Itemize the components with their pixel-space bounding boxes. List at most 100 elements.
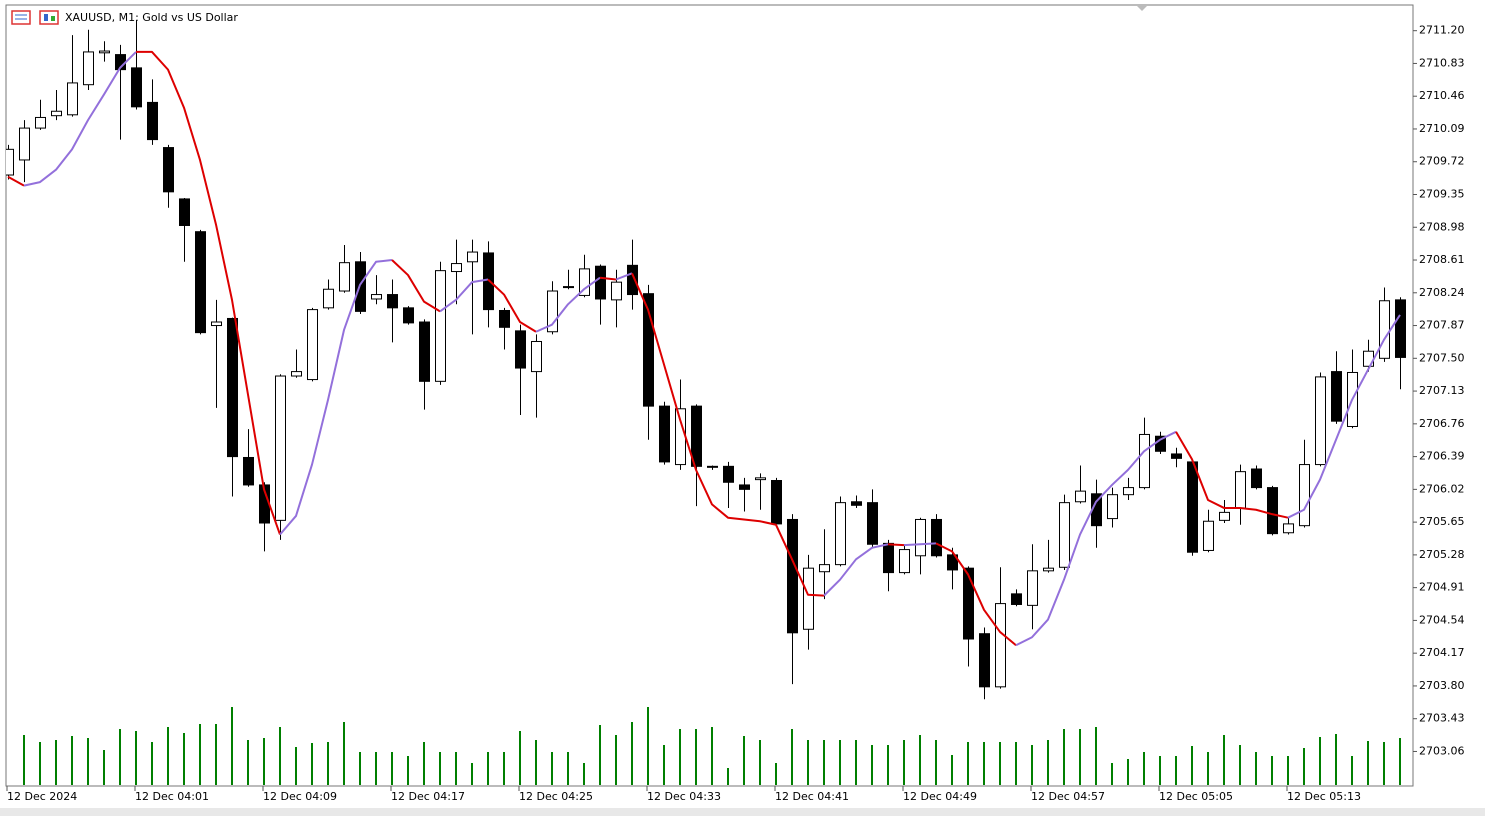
scrollbar[interactable] <box>0 808 1485 816</box>
candle-body <box>1187 461 1198 553</box>
candle-body <box>307 309 318 381</box>
candle-body <box>515 330 526 369</box>
candle-body <box>1171 453 1182 459</box>
plot-frame <box>5 4 1414 787</box>
moving-average <box>439 278 489 313</box>
candle-body <box>1235 471 1246 509</box>
candle-body <box>1123 487 1134 496</box>
y-tick-label: 2703.80 <box>1419 679 1465 692</box>
candle-body <box>195 231 206 334</box>
candle-body <box>243 456 254 486</box>
candle-body <box>867 502 878 545</box>
icon-bar <box>51 16 55 21</box>
y-tick-label: 2707.13 <box>1419 384 1465 397</box>
candle-body <box>915 518 926 557</box>
candle-body <box>179 198 190 226</box>
candle-body <box>675 408 686 466</box>
candle-body <box>755 477 766 481</box>
y-tick-label: 2704.17 <box>1419 646 1465 659</box>
candle-body <box>595 265 606 300</box>
candle-body <box>1059 502 1070 568</box>
candle-body <box>819 564 830 573</box>
candle-body <box>163 147 174 193</box>
x-tick-label: 12 Dec 04:01 <box>135 790 209 803</box>
candle-body <box>1075 490 1086 503</box>
candle-body <box>563 286 574 289</box>
menu-icon[interactable] <box>11 10 31 25</box>
candle-body <box>1379 300 1390 359</box>
candle-body <box>1315 376 1326 466</box>
candle-body <box>787 518 798 634</box>
x-tick-label: 12 Dec 04:57 <box>1031 790 1105 803</box>
candle-body <box>883 542 894 574</box>
candle-body <box>1267 487 1278 535</box>
moving-average <box>1287 314 1401 519</box>
candle-body <box>419 321 430 382</box>
moving-average <box>631 272 825 597</box>
y-tick-label: 2706.39 <box>1419 450 1465 463</box>
moving-average <box>823 543 889 597</box>
candle-body <box>995 603 1006 688</box>
candle-body <box>355 261 366 312</box>
y-tick-label: 2709.72 <box>1419 155 1465 168</box>
candle-body <box>387 294 398 309</box>
candle-body <box>35 116 46 129</box>
shift-marker[interactable] <box>1137 6 1147 11</box>
candle-body <box>851 501 862 506</box>
y-tick-label: 2710.09 <box>1419 122 1465 135</box>
candle-body <box>1219 511 1230 521</box>
candle-body <box>835 502 846 566</box>
candle-body <box>1251 468 1262 489</box>
moving-average <box>23 51 137 187</box>
candle-body <box>131 67 142 108</box>
candle-body <box>435 270 446 382</box>
x-tick-label: 12 Dec 05:13 <box>1287 790 1361 803</box>
y-tick-label: 2708.24 <box>1419 286 1465 299</box>
moving-average <box>887 543 905 547</box>
candle-body <box>339 262 350 292</box>
candle-body <box>659 405 670 463</box>
moving-average <box>136 50 281 535</box>
moving-average <box>279 259 393 536</box>
icon-frame <box>39 10 59 25</box>
candle-body <box>947 554 958 571</box>
x-tick-label: 12 Dec 04:49 <box>903 790 977 803</box>
candle-body <box>1203 520 1214 551</box>
candle-body <box>211 321 222 327</box>
candle-body <box>1043 567 1054 572</box>
y-tick-label: 2708.61 <box>1419 253 1465 266</box>
candle-body <box>83 51 94 86</box>
moving-average <box>935 542 1017 646</box>
x-tick-label: 12 Dec 04:17 <box>391 790 465 803</box>
y-tick-label: 2711.20 <box>1419 24 1465 37</box>
candle-body <box>1395 299 1406 358</box>
candle-body <box>691 405 702 467</box>
candle-body <box>963 567 974 640</box>
y-tick-label: 2707.50 <box>1419 351 1465 364</box>
x-tick-label: 12 Dec 04:25 <box>519 790 593 803</box>
moving-average <box>1175 431 1289 519</box>
y-tick-label: 2704.54 <box>1419 613 1465 626</box>
candle-body <box>67 82 78 116</box>
candle-body <box>627 264 638 296</box>
x-tick-label: 12 Dec 04:41 <box>775 790 849 803</box>
y-tick-label: 2708.98 <box>1419 220 1465 233</box>
y-tick-label: 2703.06 <box>1419 744 1465 757</box>
candle-body <box>979 633 990 688</box>
candle-body <box>99 50 110 54</box>
candle-body <box>499 309 510 328</box>
x-tick-label: 12 Dec 2024 <box>7 790 77 803</box>
y-tick-label: 2709.35 <box>1419 187 1465 200</box>
candle-body <box>707 465 718 468</box>
y-tick-label: 2703.43 <box>1419 712 1465 725</box>
candle-body <box>771 480 782 525</box>
chart-icon[interactable] <box>39 10 59 25</box>
candle-body <box>547 290 558 333</box>
y-tick-label: 2706.76 <box>1419 417 1465 430</box>
chart-title: XAUUSD, M1: Gold vs US Dollar <box>65 11 238 24</box>
candle-body <box>1331 371 1342 422</box>
candle-body <box>579 268 590 296</box>
candle-body <box>451 263 462 273</box>
candle-body <box>323 288 334 309</box>
